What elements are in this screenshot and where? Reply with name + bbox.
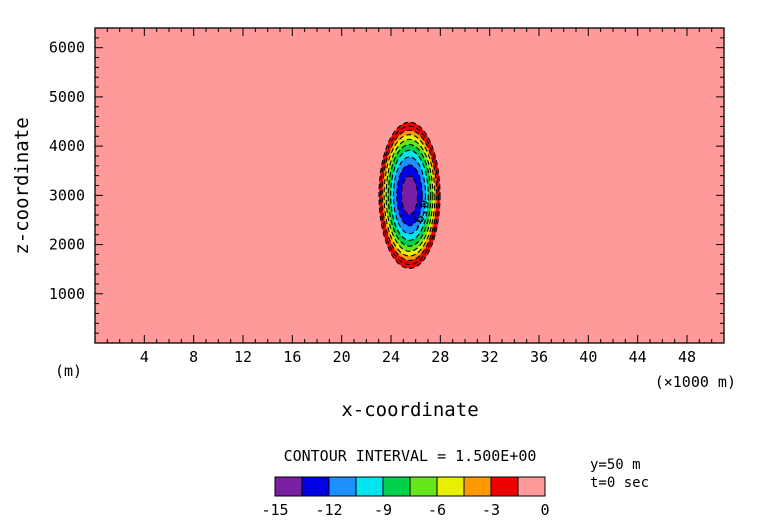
y-tick-label: 6000 — [49, 39, 85, 57]
colorbar-tick-label: -12 — [315, 501, 342, 519]
x-tick-label: 12 — [234, 348, 252, 366]
x-tick-label: 28 — [431, 348, 449, 366]
contour-line — [392, 156, 427, 235]
colorbar-tick-label: 0 — [540, 501, 549, 519]
plot-area: -6.0 — [95, 28, 724, 343]
y-tick-label: 5000 — [49, 88, 85, 106]
x-tick-label: 20 — [333, 348, 351, 366]
y-tick-label: 2000 — [49, 236, 85, 254]
colorbar-tick-label: -3 — [482, 501, 500, 519]
colorbar-swatch — [490, 476, 519, 497]
x-tick-label: 32 — [481, 348, 499, 366]
x-unit-right: (×1000 m) — [655, 373, 736, 391]
time-annotation: t=0 sec — [590, 475, 649, 491]
contour-line — [396, 164, 423, 227]
x-tick-label: 40 — [579, 348, 597, 366]
x-tick-label: 36 — [530, 348, 548, 366]
contour-line — [385, 138, 434, 252]
contour-core — [401, 176, 418, 215]
colorbar: -15 -12 -9 -6 -3 0 — [261, 476, 550, 519]
contour-interval-label: CONTOUR INTERVAL = 1.500E+00 — [284, 447, 537, 465]
contour-line — [378, 121, 441, 269]
x-tick-label: 4 — [140, 348, 149, 366]
x-unit-left: (m) — [55, 362, 82, 380]
colorbar-swatch — [409, 476, 438, 497]
x-tick-label: 48 — [678, 348, 696, 366]
colorbar-swatch — [436, 476, 465, 497]
colorbar-swatch — [328, 476, 357, 497]
colorbar-swatch — [301, 476, 330, 497]
colorbar-swatch — [274, 476, 303, 497]
colorbar-swatch — [463, 476, 492, 497]
colorbar-swatch — [517, 476, 546, 497]
x-tick-label: 44 — [629, 348, 647, 366]
y-tick-label: 3000 — [49, 186, 85, 204]
colorbar-tick-label: -9 — [374, 501, 392, 519]
contour-line — [390, 149, 429, 241]
colorbar-swatch — [382, 476, 411, 497]
contour-line — [380, 125, 439, 266]
contour-line — [387, 144, 432, 247]
colorbar-swatch — [355, 476, 384, 497]
y-tick-label: 1000 — [49, 285, 85, 303]
x-axis-label: x-coordinate — [341, 399, 478, 421]
y-tick-label: 4000 — [49, 137, 85, 155]
x-tick-label: 16 — [283, 348, 301, 366]
axes: 4 8 12 16 20 24 28 32 36 40 44 48100020003000400050… — [49, 27, 725, 366]
x-tick-label: 8 — [189, 348, 198, 366]
contour-line — [381, 129, 438, 261]
colorbar-tick-label: -15 — [261, 501, 288, 519]
y-position-annotation: y=50 m — [590, 457, 641, 473]
y-axis-label: z-coordinate — [11, 117, 33, 254]
colorbar-tick-label: -6 — [428, 501, 446, 519]
x-tick-label: 24 — [382, 348, 400, 366]
contour-line — [400, 175, 419, 216]
contour-line — [383, 134, 436, 257]
